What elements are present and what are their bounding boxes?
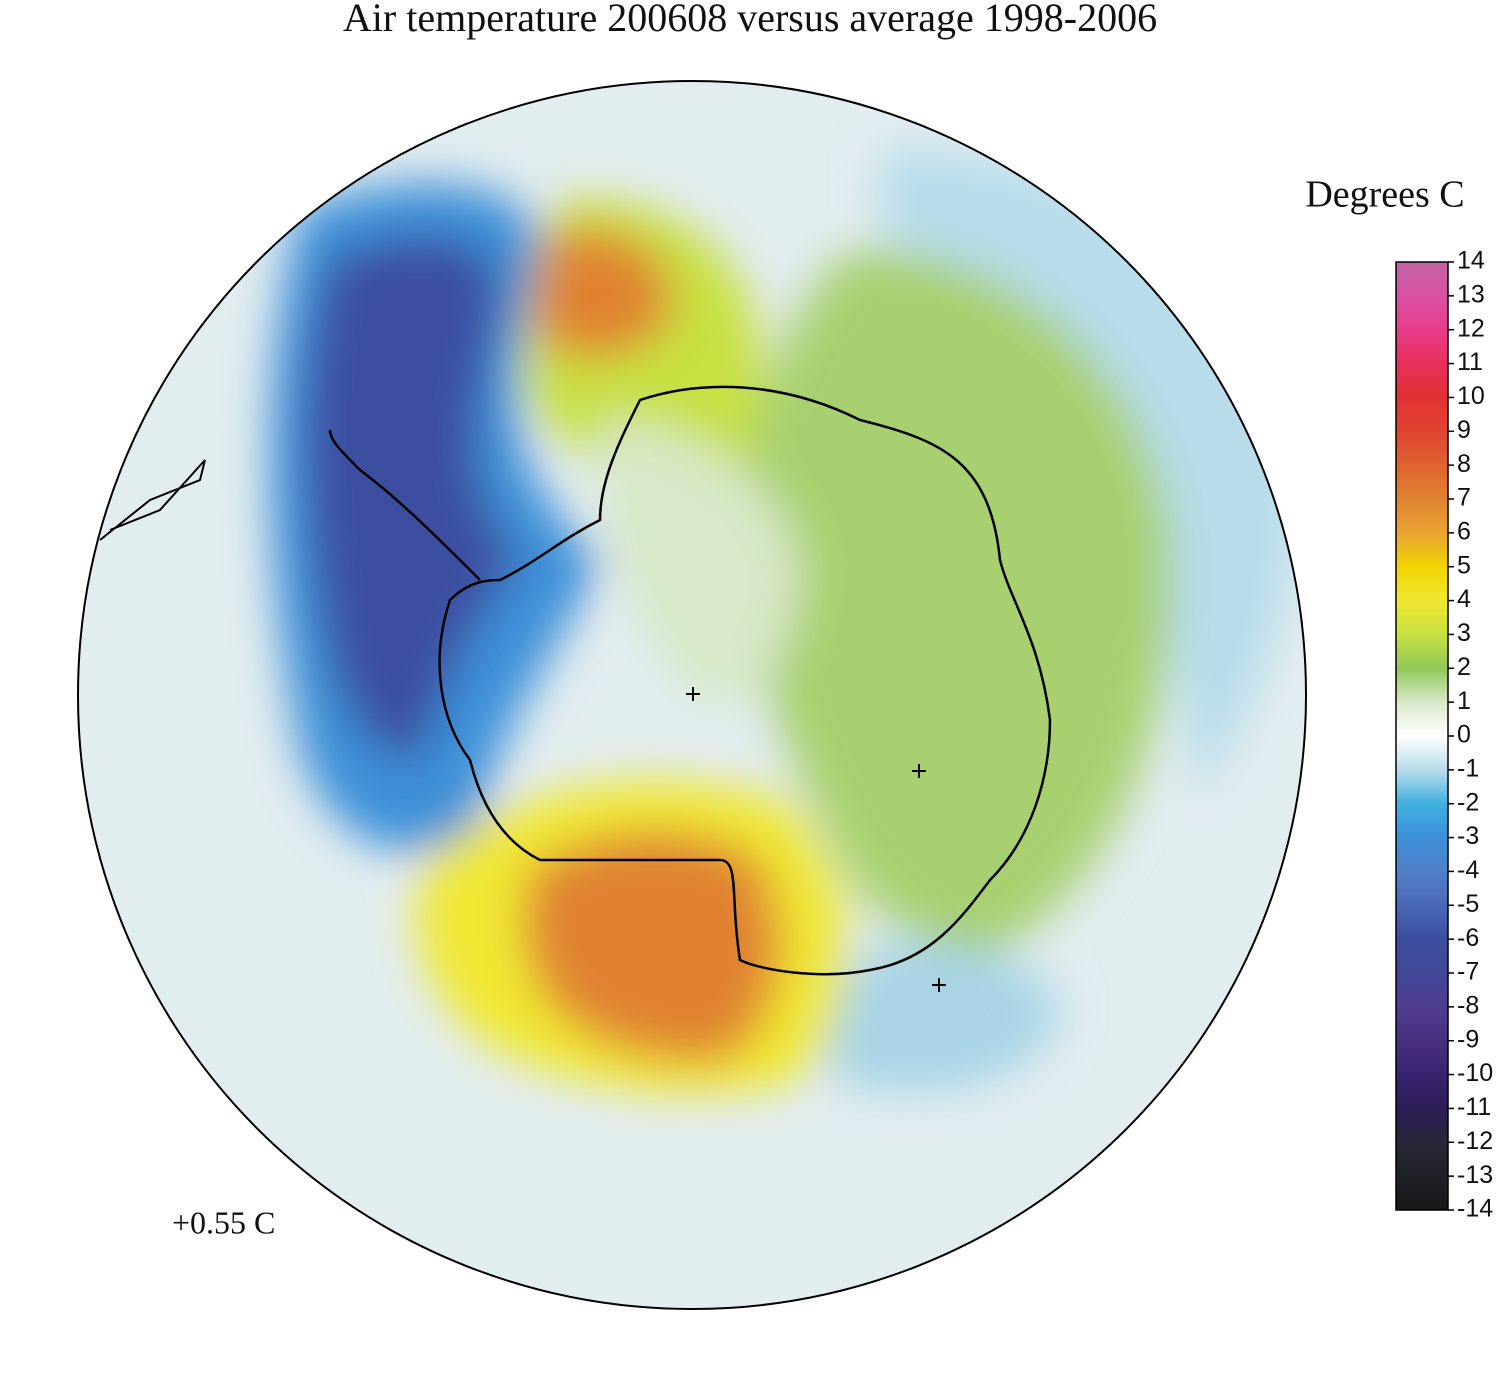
colorbar-tick-label: -7: [1457, 958, 1479, 986]
colorbar-label: Degrees C: [1305, 174, 1464, 216]
colorbar-tick-label: 10: [1457, 382, 1485, 410]
colorbar-tick-label: 3: [1457, 619, 1471, 647]
colorbar-tick-label: -2: [1457, 788, 1479, 816]
colorbar-tick-label: 0: [1457, 721, 1471, 749]
blob-orange-s: [523, 831, 782, 1062]
blob-cool-se: [820, 940, 1060, 1092]
anomaly-blobs: [269, 149, 1298, 1095]
colorbar-tick-label: 5: [1457, 551, 1471, 579]
colorbar-tick-label: 14: [1457, 247, 1485, 275]
colorbar-tick-label: 4: [1457, 585, 1471, 613]
colorbar-tick-label: -8: [1457, 991, 1479, 1019]
south-america-tip: [99, 459, 206, 541]
colorbar-tick-label: -3: [1457, 822, 1479, 850]
blob-pale-green: [600, 420, 800, 704]
colorbar-tick-label: -10: [1457, 1059, 1493, 1087]
colorbar-tick-label: -12: [1457, 1127, 1493, 1155]
antarctica-coastline: [438, 385, 1052, 976]
colorbar-tick-label: 11: [1457, 348, 1483, 376]
colorbar-tick-label: -11: [1457, 1093, 1491, 1121]
colorbar: [1395, 261, 1449, 1211]
colorbar-tick-label: 7: [1457, 484, 1471, 512]
blob-violet: [306, 236, 520, 760]
colorbar-tick-label: -1: [1457, 754, 1479, 782]
global-mean-annotation: +0.55 C: [172, 1204, 275, 1240]
colorbar-tick-label: -9: [1457, 1025, 1479, 1053]
map-border: [77, 80, 1307, 1310]
colorbar-tick-label: 9: [1457, 416, 1471, 444]
temperature-field: [78, 81, 1306, 1309]
colorbar-tick-label: 12: [1457, 314, 1485, 342]
colorbar-tick-label: -13: [1457, 1161, 1493, 1189]
colorbar-tick-label: -4: [1457, 856, 1479, 884]
blob-orange-n: [536, 228, 672, 358]
colorbar-tick-label: 6: [1457, 517, 1471, 545]
colorbar-tick-label: 13: [1457, 280, 1485, 308]
colorbar-tick-label: -6: [1457, 924, 1479, 952]
blob-green-e: [743, 249, 1172, 950]
peninsula-coastline: [328, 429, 481, 581]
colorbar-tick-label: 2: [1457, 653, 1471, 681]
colorbar-tick-label: 1: [1457, 687, 1471, 715]
markers: [686, 687, 946, 992]
colorbar-tick-label: -14: [1457, 1195, 1493, 1223]
colorbar-tick-label: 8: [1457, 450, 1471, 478]
colorbar-tick-label: -5: [1457, 890, 1479, 918]
map-title: Air temperature 200608 versus average 19…: [343, 0, 1157, 40]
